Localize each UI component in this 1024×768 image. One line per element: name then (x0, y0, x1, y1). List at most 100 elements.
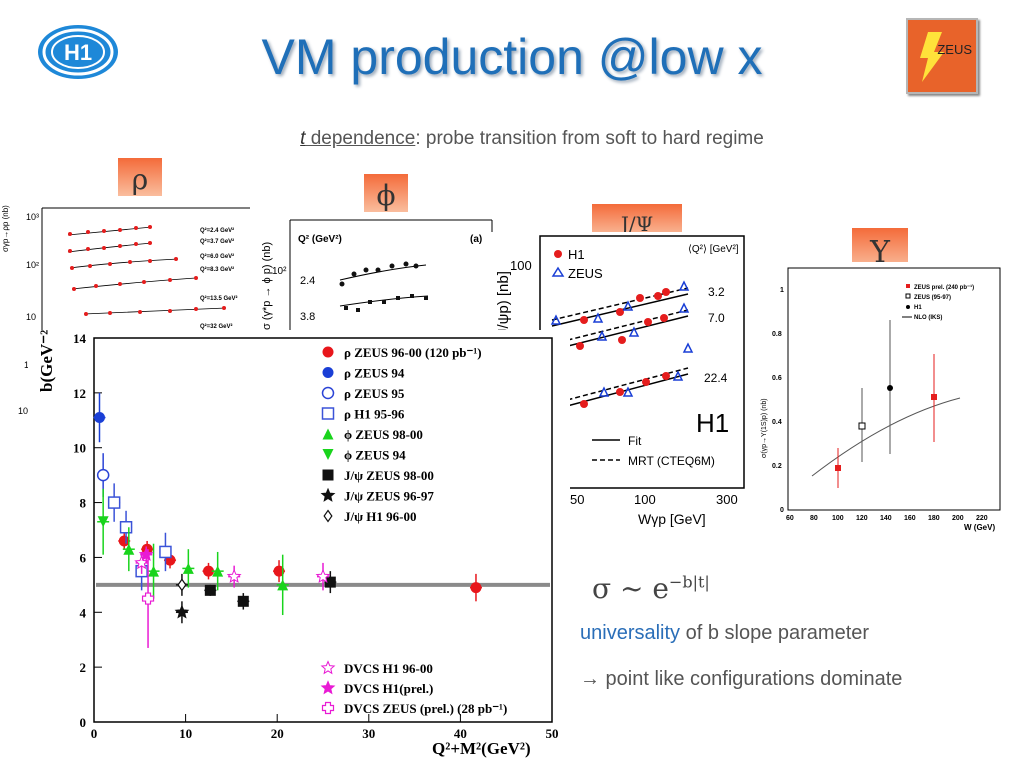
ups-yaxis-label: σ(γp→Υ(1S)p) (nb) (761, 398, 768, 458)
data-point (277, 579, 289, 591)
data-point (203, 565, 214, 577)
universality-rest: of b slope parameter (680, 622, 870, 644)
rho-yaxis-label: σγp→ρp (nb) (1, 205, 10, 252)
phi-tick: 10² (272, 266, 287, 277)
main-xtick-label: 40 (454, 726, 467, 741)
universality-word: universality (580, 622, 681, 644)
rho-tick-2: 10² (26, 260, 39, 270)
jpsi-tag: H1 (696, 408, 729, 438)
rho-label-3: Q²=6.0 GeV² (200, 253, 234, 260)
upsilon-badge-label: Υ (870, 235, 890, 270)
data-point (148, 565, 160, 577)
ups-xtick-3: 120 (856, 515, 868, 522)
jpsi-yaxis-label: J/ψp) [nb] (495, 271, 512, 336)
legend-marker (321, 701, 335, 715)
h1-logo-text: H1 (64, 40, 92, 65)
data-point (174, 604, 190, 619)
jpsi-q2-header: ⟨Q²⟩ [GeV²] (688, 244, 739, 255)
rho-tick-4: 1 (24, 360, 29, 370)
main-xlabel: Q²+M²(GeV²) (432, 739, 531, 758)
ups-ytick-4: 0.8 (772, 331, 782, 338)
phi-panel: σ (γ*p → ϕ p) (nb) Q² (GeV²) (a) 10² 2.4… (256, 212, 496, 330)
rho-tick-3: 10 (26, 312, 36, 322)
rho-tick-1: 10³ (26, 212, 39, 222)
ups-ytick-0: 0 (780, 507, 784, 514)
data-point (212, 565, 224, 577)
ups-legend-3: H1 (914, 305, 922, 311)
jpsi-line-fit: Fit (628, 434, 642, 448)
main-xtick-label: 50 (546, 726, 559, 741)
data-point (226, 568, 242, 583)
legend-label: DVCS ZEUS (prel.) (28 pb⁻¹) (344, 701, 507, 716)
jpsi-q2-3: 22.4 (704, 371, 728, 385)
rho-tick-5: 10 (18, 406, 28, 416)
main-ytick-label: 0 (80, 715, 87, 730)
rho-label-6: Q²=32 GeV² (200, 323, 233, 330)
jpsi-q2-2: 7.0 (708, 311, 725, 325)
data-point (97, 516, 109, 528)
legend-label: J/ψ ZEUS 96-97 (344, 489, 434, 504)
data-point (141, 592, 155, 605)
sigma-exponent: −b|t| (668, 572, 710, 592)
jpsi-xlabel: Wγp [GeV] (638, 511, 706, 527)
ups-xlabel: W (GeV) (964, 523, 995, 532)
jpsi-xtick-1: 50 (570, 492, 584, 507)
zeus-logo: ZEUS (906, 18, 978, 94)
page-title: VM production @low x (261, 29, 763, 85)
main-ytick-label: 6 (80, 550, 87, 565)
subtitle-rest: : probe transition from soft to hard reg… (415, 128, 764, 149)
jpsi-legend-h1: H1 (568, 247, 585, 262)
jpsi-line-mrt: MRT (CTEQ6M) (628, 454, 715, 468)
rho-badge-label: ρ (131, 163, 149, 196)
data-point (204, 584, 216, 596)
universality-text: universality of b slope parameter (580, 622, 869, 645)
jpsi-legend-zeus: ZEUS (568, 266, 603, 281)
phi-badge-label: ϕ (376, 179, 396, 212)
jpsi-xtick-2: 100 (634, 492, 656, 507)
data-point (182, 562, 194, 574)
legend-label: DVCS H1 96-00 (344, 661, 433, 676)
legend-marker (320, 680, 336, 695)
main-ytick-label: 14 (73, 331, 87, 346)
ups-ytick-1: 0.2 (772, 463, 782, 470)
ups-xtick-4: 140 (880, 515, 892, 522)
phi-q-value-1: 2.4 (300, 275, 315, 287)
h1-logo: H1 (36, 22, 120, 82)
upsilon-panel: σ(γp→Υ(1S)p) (nb) 0 0.2 0.4 0.6 0.8 1 60… (756, 262, 1006, 534)
legend-marker (321, 407, 335, 420)
main-xtick-label: 0 (91, 726, 98, 741)
data-point (324, 576, 336, 588)
ups-ytick-3: 0.6 (772, 375, 782, 382)
jpsi-ytick: 100 (510, 258, 532, 273)
phi-q-value-2: 3.8 (300, 311, 315, 323)
ups-legend-2: ZEUS (95-97) (914, 295, 951, 301)
legend-label: ϕ ZEUS 98-00 (344, 427, 423, 442)
data-point (96, 468, 110, 482)
data-point (93, 412, 105, 424)
data-point (237, 595, 249, 607)
rho-label-2: Q²=3.7 GeV² (200, 238, 234, 245)
data-point (138, 546, 154, 561)
data-point (119, 521, 133, 534)
data-point (315, 568, 331, 583)
main-ytick-label: 10 (73, 441, 86, 456)
sigma-formula: σ ~ e−b|t| (592, 572, 710, 605)
subtitle-t: t (300, 128, 306, 149)
legend-label: ρ ZEUS 95 (344, 386, 405, 401)
point-like-text: → point like configurations dominate (580, 668, 903, 690)
legend-label: ϕ ZEUS 94 (344, 448, 406, 463)
legend-label: ρ ZEUS 94 (344, 366, 405, 381)
main-plot-frame (93, 337, 553, 723)
phi-q2-label: Q² (GeV²) (298, 234, 342, 245)
legend-label: ρ H1 95-96 (344, 407, 405, 422)
main-ytick-label: 4 (80, 605, 87, 620)
main-ytick-label: 12 (73, 386, 86, 401)
ups-xtick-1: 80 (810, 515, 818, 522)
legend-marker (322, 449, 334, 460)
data-point (118, 535, 130, 547)
main-xtick-label: 20 (271, 726, 284, 741)
legend-marker (322, 367, 334, 378)
legend-marker (321, 386, 335, 400)
legend-label: ρ ZEUS 96-00 (120 pb⁻¹) (344, 345, 482, 360)
rho-label-5: Q²=13.5 GeV² (200, 295, 238, 302)
